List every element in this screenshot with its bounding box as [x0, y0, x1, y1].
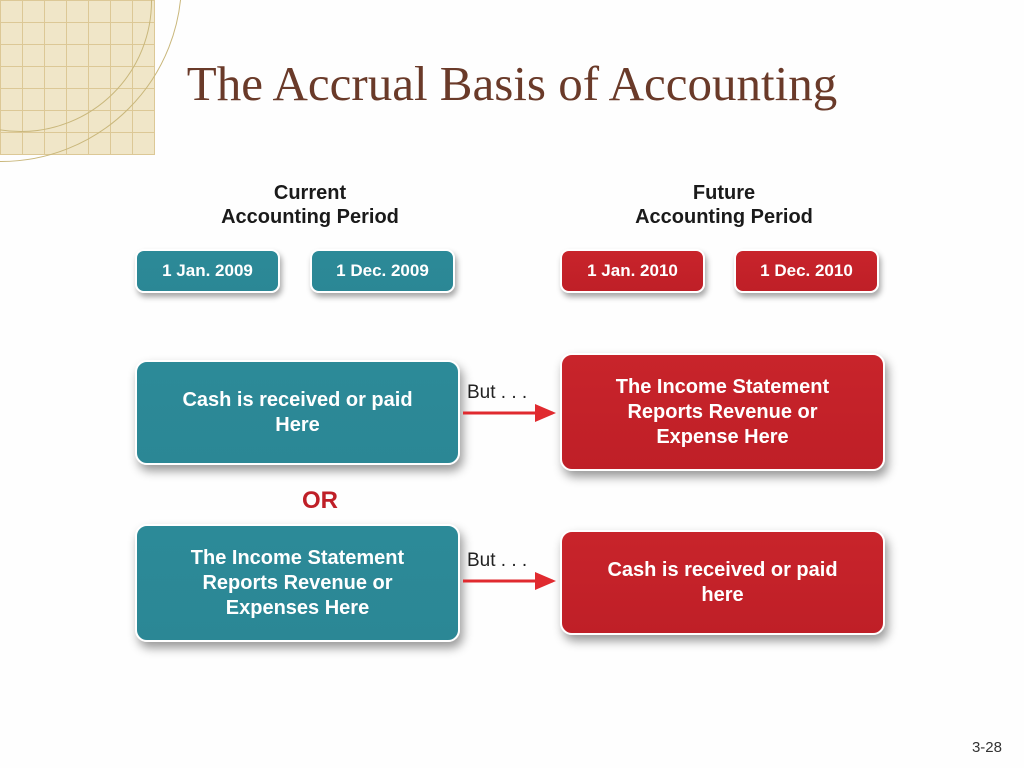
page-number: 3-28 [972, 739, 1002, 756]
header-future-period: Future Accounting Period [549, 181, 899, 229]
header-current-line1: Current [274, 182, 346, 204]
date-box-dec-2009: 1 Dec. 2009 [310, 249, 455, 293]
row1-left-box: Cash is received or paid Here [135, 360, 460, 465]
row2-left-box: The Income Statement Reports Revenue or … [135, 524, 460, 642]
header-current-line2: Accounting Period [221, 206, 399, 228]
row2-but-label: But . . . [467, 550, 527, 572]
date-box-jan-2010: 1 Jan. 2010 [560, 249, 705, 293]
header-current-period: Current Accounting Period [135, 181, 485, 229]
slide-title: The Accrual Basis of Accounting [0, 55, 1024, 112]
row2-right-box: Cash is received or paid here [560, 530, 885, 635]
row1-right-box: The Income Statement Reports Revenue or … [560, 353, 885, 471]
date-box-jan-2009: 1 Jan. 2009 [135, 249, 280, 293]
header-future-line2: Accounting Period [635, 206, 813, 228]
row2-arrow-icon [460, 571, 565, 591]
or-label: OR [302, 487, 338, 515]
row1-arrow-icon [460, 403, 565, 423]
header-future-line1: Future [693, 182, 755, 204]
row1-but-label: But . . . [467, 382, 527, 404]
date-box-dec-2010: 1 Dec. 2010 [734, 249, 879, 293]
